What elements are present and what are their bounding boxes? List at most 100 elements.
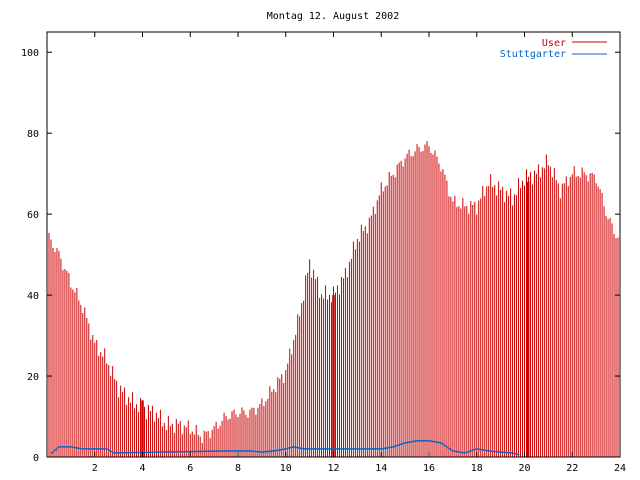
stuttgarter-point <box>313 448 316 450</box>
stuttgarter-point <box>74 446 77 449</box>
stuttgarter-point <box>62 446 65 448</box>
stuttgarter-point <box>134 451 137 454</box>
stuttgarter-point <box>147 451 150 454</box>
stuttgarter-point <box>299 447 301 449</box>
stuttgarter-point <box>76 447 78 449</box>
stuttgarter-point <box>333 448 336 450</box>
stuttgarter-point <box>415 440 418 442</box>
stuttgarter-point <box>151 451 154 454</box>
stuttgarter-point <box>173 451 175 453</box>
stuttgarter-point <box>411 440 414 443</box>
stuttgarter-point <box>322 448 325 450</box>
stuttgarter-point <box>137 451 139 454</box>
stuttgarter-point <box>167 451 170 453</box>
stuttgarter-point <box>344 448 346 450</box>
stuttgarter-point <box>86 448 89 450</box>
stuttgarter-point <box>486 449 488 452</box>
stuttgarter-point <box>269 450 272 453</box>
stuttgarter-point <box>198 450 200 453</box>
stuttgarter-point <box>77 447 80 449</box>
stuttgarter-point <box>66 446 69 448</box>
stuttgarter-point <box>116 452 118 454</box>
stuttgarter-point <box>484 449 487 452</box>
stuttgarter-point <box>202 450 204 453</box>
stuttgarter-point <box>329 448 332 450</box>
stuttgarter-point <box>57 446 60 449</box>
stuttgarter-point <box>385 447 387 449</box>
stuttgarter-point <box>253 450 256 453</box>
stuttgarter-point <box>467 451 470 453</box>
stuttgarter-point <box>478 448 480 451</box>
stuttgarter-point <box>114 452 117 454</box>
stuttgarter-point <box>93 448 95 450</box>
stuttgarter-point <box>238 450 240 452</box>
stuttgarter-point <box>516 453 519 456</box>
stuttgarter-point <box>259 451 261 453</box>
stuttgarter-point <box>427 440 430 442</box>
stuttgarter-point <box>261 451 264 453</box>
stuttgarter-point <box>409 441 411 443</box>
stuttgarter-point <box>309 448 312 450</box>
stuttgarter-point <box>350 448 353 450</box>
stuttgarter-point <box>297 447 300 449</box>
stuttgarter-point <box>178 451 180 453</box>
stuttgarter-point <box>459 451 462 453</box>
stuttgarter-point <box>379 448 382 450</box>
stuttgarter-point <box>159 451 162 453</box>
stuttgarter-point <box>509 452 512 454</box>
stuttgarter-point <box>488 450 491 452</box>
stuttgarter-point <box>195 450 198 453</box>
stuttgarter-dots <box>51 440 520 456</box>
stuttgarter-point <box>410 441 412 443</box>
stuttgarter-point <box>375 448 378 450</box>
stuttgarter-point <box>289 446 292 449</box>
stuttgarter-point <box>430 440 432 442</box>
stuttgarter-point <box>470 450 472 452</box>
stuttgarter-point <box>175 451 178 453</box>
stuttgarter-point <box>51 452 53 454</box>
stuttgarter-point <box>121 452 123 454</box>
stuttgarter-point <box>194 450 196 453</box>
stuttgarter-point <box>377 448 379 450</box>
stuttgarter-point <box>244 450 247 452</box>
stuttgarter-point <box>177 451 179 453</box>
stuttgarter-point <box>155 451 158 453</box>
stuttgarter-point <box>349 448 351 450</box>
stuttgarter-point <box>370 448 373 450</box>
stuttgarter-point <box>383 447 386 450</box>
stuttgarter-point <box>463 452 466 454</box>
stuttgarter-point <box>130 451 133 454</box>
stuttgarter-point <box>391 446 394 448</box>
stuttgarter-point <box>308 448 310 450</box>
stuttgarter-point <box>182 450 184 453</box>
stuttgarter-point <box>452 450 455 452</box>
stuttgarter-point <box>90 448 93 450</box>
stuttgarter-point <box>248 450 251 452</box>
stuttgarter-point <box>475 448 477 450</box>
stuttgarter-point <box>268 450 271 453</box>
stuttgarter-point <box>78 447 81 450</box>
stuttgarter-point <box>295 446 297 449</box>
stuttgarter-point <box>431 440 434 443</box>
stuttgarter-point <box>104 448 106 450</box>
stuttgarter-point <box>276 449 279 452</box>
stuttgarter-point <box>247 450 249 452</box>
stuttgarter-point <box>82 448 85 450</box>
stuttgarter-point <box>447 447 450 449</box>
stuttgarter-point <box>191 450 194 453</box>
stuttgarter-point <box>158 451 160 453</box>
stuttgarter-point <box>102 448 105 450</box>
stuttgarter-point <box>146 451 149 454</box>
stuttgarter-point <box>500 451 503 453</box>
stuttgarter-point <box>305 448 308 450</box>
stuttgarter-point <box>68 446 70 448</box>
stuttgarter-point <box>479 448 481 451</box>
stuttgarter-point <box>283 448 285 450</box>
stuttgarter-point <box>206 450 208 453</box>
stuttgarter-point <box>317 448 320 450</box>
stuttgarter-point <box>186 450 188 453</box>
stuttgarter-point <box>117 452 119 454</box>
stuttgarter-point <box>513 452 516 455</box>
stuttgarter-point <box>422 440 424 442</box>
stuttgarter-point <box>482 449 484 451</box>
